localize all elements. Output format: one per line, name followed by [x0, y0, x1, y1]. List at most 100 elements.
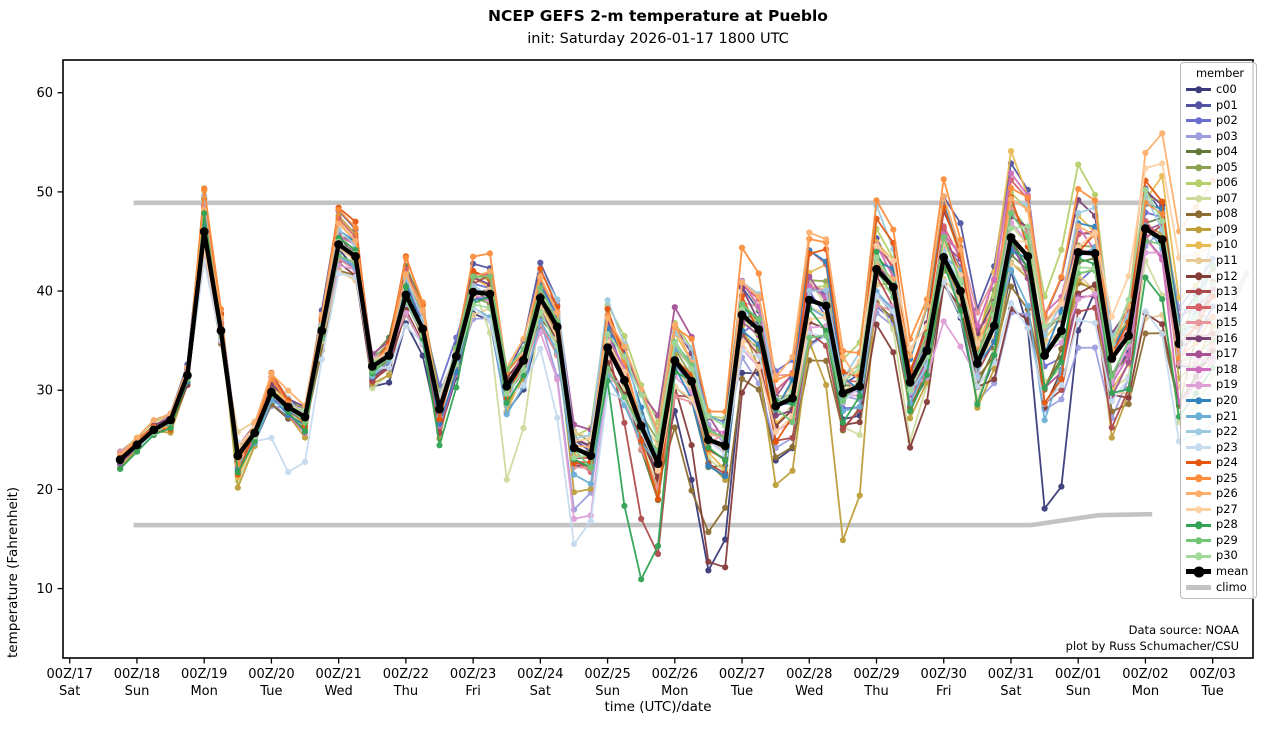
legend-item-p06: p06: [1186, 175, 1254, 191]
legend-label: p25: [1216, 470, 1238, 485]
legend-label: p21: [1216, 408, 1238, 423]
legend-label: c00: [1216, 82, 1237, 97]
credits-source: Data source: NOAA: [1128, 623, 1239, 637]
y-tick-label: 10: [36, 582, 53, 597]
legend-label: mean: [1216, 563, 1249, 578]
legend-item-p11: p11: [1186, 253, 1254, 269]
legend-item-p09: p09: [1186, 222, 1254, 238]
legend-label: p16: [1216, 330, 1238, 345]
legend-rows: c00 p01 p02 p03 p04 p05 p06 p07 p08 p09 p10 p11 p12 p…: [1186, 82, 1254, 595]
legend-label: p12: [1216, 268, 1238, 283]
legend-swatch-p24: [1186, 457, 1211, 468]
legend-swatch-p11: [1186, 255, 1211, 266]
legend-item-p03: p03: [1186, 129, 1254, 145]
legend-swatch-p22: [1186, 426, 1211, 437]
legend-label: p17: [1216, 346, 1238, 361]
legend-item-p10: p10: [1186, 237, 1254, 253]
legend-swatch-p26: [1186, 488, 1211, 499]
legend-item-p25: p25: [1186, 471, 1254, 487]
legend-item-p21: p21: [1186, 408, 1254, 424]
y-tick-label: 20: [36, 483, 53, 498]
legend-label: p14: [1216, 299, 1238, 314]
legend-label: p20: [1216, 392, 1238, 407]
legend-item-p16: p16: [1186, 331, 1254, 347]
legend-item-p20: p20: [1186, 393, 1254, 409]
x-tick-label-day: Mon: [661, 684, 688, 699]
legend-item-p24: p24: [1186, 455, 1254, 471]
legend-item-p02: p02: [1186, 113, 1254, 129]
credits: Data source: NOAA plot by Russ Schumache…: [1066, 623, 1239, 654]
legend-swatch-p29: [1186, 535, 1211, 546]
legend-label: p01: [1216, 97, 1238, 112]
x-tick-label-day: Sat: [59, 684, 80, 699]
legend-label: p19: [1216, 377, 1238, 392]
legend-label: p13: [1216, 284, 1238, 299]
x-axis-label: time (UTC)/date: [604, 699, 712, 715]
legend-item-p14: p14: [1186, 300, 1254, 316]
legend-swatch-p04: [1186, 146, 1211, 157]
legend-item-p01: p01: [1186, 98, 1254, 114]
legend-swatch-p19: [1186, 380, 1211, 391]
climo-line-lower: [133, 511, 1153, 528]
legend-label: p23: [1216, 439, 1238, 454]
x-tick-label-utc: 00Z/23: [450, 667, 496, 682]
x-tick-label-utc: 00Z/24: [517, 667, 563, 682]
legend: member c00 p01 p02 p03 p04 p05 p06 p07 p08 p09 p10…: [1180, 62, 1257, 600]
legend-label: p05: [1216, 159, 1238, 174]
legend-item-p12: p12: [1186, 269, 1254, 285]
x-tick-label-day: Wed: [795, 684, 823, 699]
legend-swatch-p08: [1186, 209, 1211, 220]
legend-swatch-p02: [1186, 115, 1211, 126]
legend-item-p23: p23: [1186, 440, 1254, 456]
legend-item-p28: p28: [1186, 517, 1254, 533]
legend-swatch-p10: [1186, 240, 1211, 251]
legend-item-climo: climo: [1186, 580, 1254, 596]
x-tick-label-day: Mon: [190, 684, 217, 699]
legend-swatch-p13: [1186, 286, 1211, 297]
legend-swatch-p01: [1186, 100, 1211, 111]
legend-item-p17: p17: [1186, 346, 1254, 362]
legend-swatch-mean: [1186, 566, 1211, 578]
legend-item-p15: p15: [1186, 315, 1254, 331]
legend-label: p08: [1216, 206, 1238, 221]
legend-swatch-p07: [1186, 193, 1211, 204]
legend-swatch-p16: [1186, 333, 1211, 344]
credits-author: plot by Russ Schumacher/CSU: [1065, 638, 1239, 653]
legend-swatch-climo: [1186, 582, 1211, 593]
y-tick-label: 30: [36, 384, 53, 399]
x-tick-label-utc: 00Z/28: [786, 667, 832, 682]
legend-swatch-p18: [1186, 364, 1211, 375]
legend-swatch-p15: [1186, 317, 1211, 328]
x-tick-label-day: Mon: [1132, 684, 1159, 699]
x-tick-label-utc: 00Z/18: [114, 667, 160, 682]
legend-swatch-p17: [1186, 349, 1211, 360]
x-tick-label-utc: 00Z/22: [383, 667, 429, 682]
mean-line: [115, 224, 1184, 468]
legend-label: p03: [1216, 128, 1238, 143]
legend-swatch-p05: [1186, 162, 1211, 173]
legend-label: p04: [1216, 144, 1238, 159]
x-tick-label-day: Sun: [125, 684, 150, 699]
legend-swatch-p09: [1186, 224, 1211, 235]
x-tick-label-utc: 00Z/19: [181, 667, 227, 682]
legend-item-p22: p22: [1186, 424, 1254, 440]
x-tick-label-utc: 00Z/20: [248, 667, 294, 682]
legend-swatch-p06: [1186, 178, 1211, 189]
legend-label: p15: [1216, 315, 1238, 330]
x-tick-label-day: Thu: [393, 684, 418, 699]
legend-swatch-p03: [1186, 131, 1211, 142]
x-tick-label-utc: 00Z/31: [988, 667, 1034, 682]
legend-item-p13: p13: [1186, 284, 1254, 300]
legend-item-p19: p19: [1186, 377, 1254, 393]
legend-item-p29: p29: [1186, 533, 1254, 549]
legend-swatch-p28: [1186, 520, 1211, 531]
y-tick-label: 50: [36, 185, 53, 200]
x-tick-label-utc: 00Z/29: [853, 667, 899, 682]
legend-item-p07: p07: [1186, 191, 1254, 207]
x-tick-label-utc: 00Z/25: [584, 667, 630, 682]
x-tick-label-day: Tue: [1201, 684, 1224, 699]
x-tick-label-utc: 00Z/02: [1122, 667, 1168, 682]
legend-label: p06: [1216, 175, 1238, 190]
x-tick-label-day: Wed: [324, 684, 352, 699]
